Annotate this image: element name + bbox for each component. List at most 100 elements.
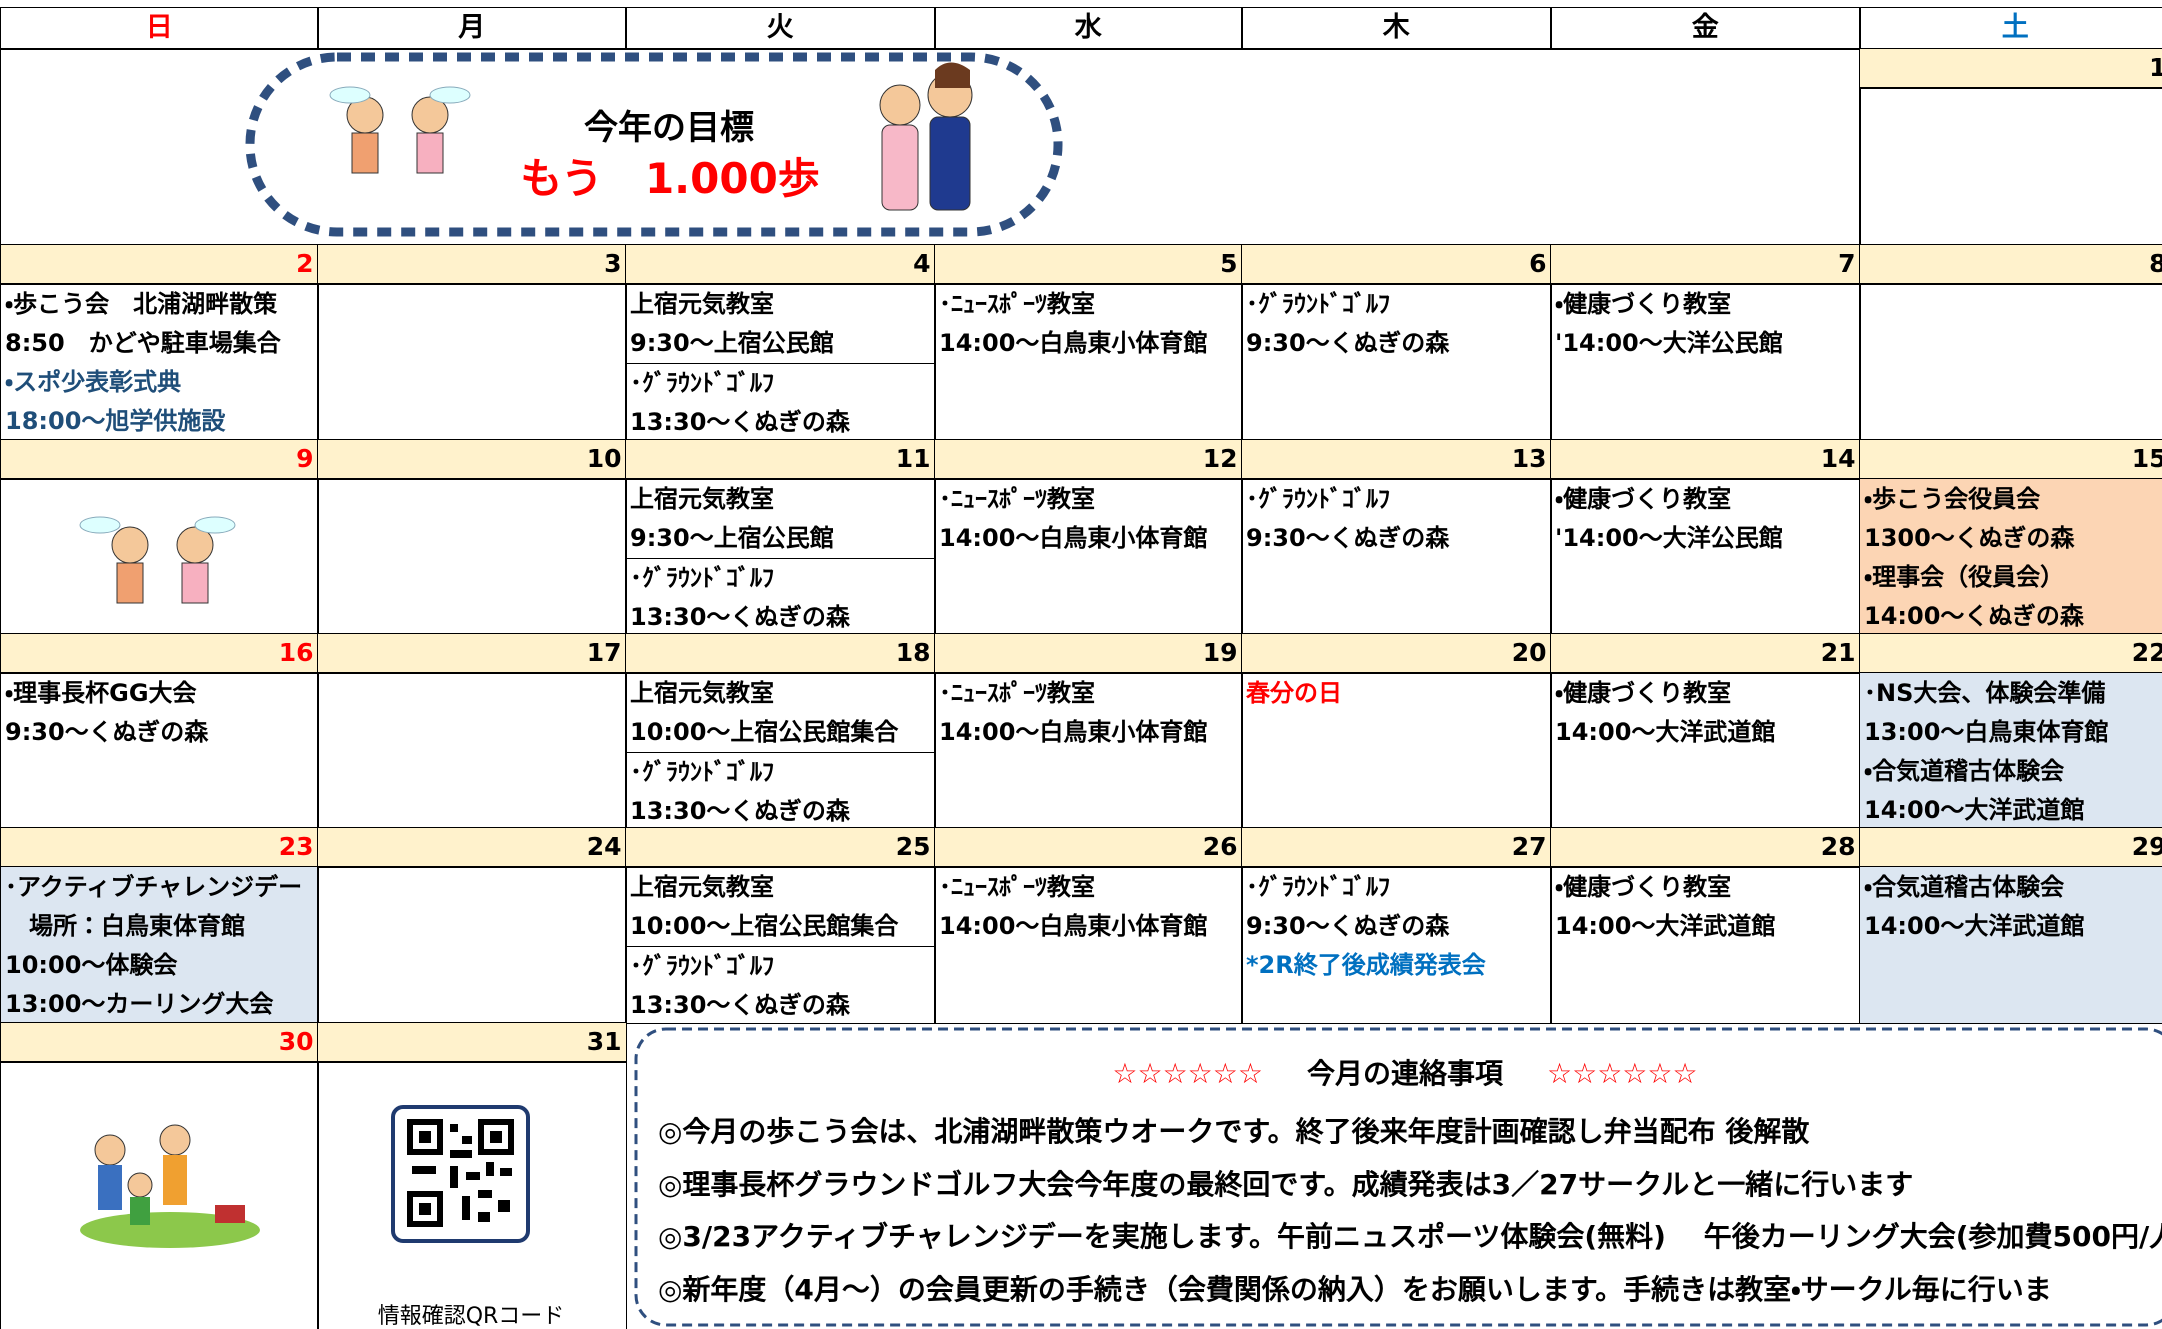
walkers-illustration [329,86,471,174]
event-line: 14:00～大洋武道館 [1555,912,1776,940]
event-line: ・合気道稽古体験会 [1864,873,2065,901]
date-number: 12 [934,439,1243,480]
day-cell: ・健康づくり教室 14:00～大洋武道館 [1550,866,1861,1024]
day-cell: ･ﾆｭｰｽﾎﾟｰﾂ教室 14:00～白鳥東小体育館 [934,478,1243,636]
event-line: ･ﾆｭｰｽﾎﾟｰﾂ教室 [939,679,1095,707]
event-line: ・健康づくり教室 [1555,485,1732,513]
event-line: ･ﾆｭｰｽﾎﾟｰﾂ教室 [939,485,1095,513]
event-line: ･アクティブチャレンジデー [5,873,303,901]
event-line: 上宿元気教室 [630,290,774,318]
weekday-header: 水 [934,7,1243,50]
day-cell [0,478,319,636]
walkers-illustration [79,516,236,604]
day-cell: ・健康づくり教室 '14:00～大洋公民館 [1550,478,1861,636]
event-line: 8:50 かどや駐車場集合 [5,329,281,357]
date-number: 4 [625,244,936,285]
event-line: 9:30～くぬぎの森 [5,718,209,746]
exercise-illustration [80,1124,260,1248]
day-cell: ・合気道稽古体験会 14:00～大洋武道館 [1859,866,2162,1024]
day-cell: ･NS大会、体験会準備 13:00～白鳥東体育館 ・合気道稽古体験会 14:00～大洋… [1859,672,2162,830]
date-number: 6 [1241,244,1552,285]
notice-line: ◎3/23アクティブチャレンジデーを実施します。午前ニュスポーツ体験会(無料) … [658,1220,2162,1253]
qr-code [391,1105,530,1243]
date-number: 31 [317,1022,627,1063]
banner-heading: 今年の目標 [584,108,754,148]
event-line: ･ｸﾞﾗｳﾝﾄﾞｺﾞﾙﾌ [630,369,774,397]
notice-frame [634,1027,2162,1327]
event-line: 13:00～白鳥東体育館 [1864,718,2109,746]
notice-title: ☆☆☆☆☆☆ 今月の連絡事項 ☆☆☆☆☆☆ [640,1052,2162,1092]
day-cell: ･ﾆｭｰｽﾎﾟｰﾂ教室 14:00～白鳥東小体育館 [934,283,1243,441]
event-line: 上宿元気教室 [630,485,774,513]
event-line: ･NS大会、体験会準備 [1864,679,2106,707]
event-line: 18:00～旭学供施設 [5,407,226,435]
weekday-header: 土 [1859,7,2162,50]
weekday-header: 日 [0,7,319,50]
event-line: 13:30～くぬぎの森 [630,797,850,825]
banner-goal: もう 1.000歩 [520,154,820,203]
qr-caption: 情報確認QRコード [377,1304,565,1329]
day-cell: ・健康づくり教室 14:00～大洋武道館 [1550,672,1861,830]
day-cell: ･アクティブチャレンジデー 場所：白鳥東体育館 10:00～体験会 13:00～カー… [0,866,319,1024]
goal-banner-cell [0,48,1861,246]
notice-line: ◎理事長杯グラウンドゴルフ大会今年度の最終回です。成績発表は3／27サークルと一… [658,1167,1914,1201]
date-number: 29 [1859,827,2162,868]
event-line: ･ｸﾞﾗｳﾝﾄﾞｺﾞﾙﾌ [630,758,774,786]
weekday-header: 火 [625,7,936,50]
date-number: 10 [317,439,627,480]
date-number: 9 [0,439,319,480]
date-number: 13 [1241,439,1552,480]
date-number: 24 [317,827,627,868]
event-line: '14:00～大洋公民館 [1555,329,1783,357]
day-cell: ･ﾆｭｰｽﾎﾟｰﾂ教室 14:00～白鳥東小体育館 [934,866,1243,1024]
event-line: ・健康づくり教室 [1555,679,1732,707]
event-line: 13:30～くぬぎの森 [630,991,850,1019]
notice-line: ◎今月の歩こう会は、北浦湖畔散策ウオークです。終了後来年度計画確認し弁当配布 後… [658,1115,1810,1148]
date-number: 7 [1550,244,1861,285]
event-line: 13:00～カーリング大会 [5,990,274,1018]
event-line: ･ｸﾞﾗｳﾝﾄﾞｺﾞﾙﾌ [630,952,774,980]
day-cell: ･ﾆｭｰｽﾎﾟｰﾂ教室 14:00～白鳥東小体育館 [934,672,1243,830]
event-line: 10:00～体験会 [5,951,178,979]
date-number: 18 [625,633,936,674]
event-line: 14:00～白鳥東小体育館 [939,524,1208,552]
event-line: 13:30～くぬぎの森 [630,603,850,631]
weekday-header: 金 [1550,7,1861,50]
day-cell [1859,283,2162,441]
date-number: 20 [1241,633,1552,674]
date-number: 30 [0,1022,319,1063]
date-number: 11 [625,439,936,480]
date-number: 21 [1550,633,1861,674]
day-cell: 上宿元気教室 10:00～上宿公民館集合 ･ｸﾞﾗｳﾝﾄﾞｺﾞﾙﾌ 13:30～くぬぎ… [625,866,936,1024]
date-number: 26 [934,827,1243,868]
event-line: 14:00～大洋武道館 [1864,796,2085,824]
event-line: ・歩こう会役員会 [1864,485,2041,513]
date-number: 23 [0,827,319,868]
notice-title-part: 今月の連絡事項 [1306,1057,1503,1090]
day-cell: ・歩こう会役員会 1300～くぬぎの森 ・理事会（役員会） 14:00～くぬぎの森 [1859,478,2162,636]
day-cell: ・歩こう会 北浦湖畔散策 8:50 かどや駐車場集合 ・スポ少表彰式典 18:00～… [0,283,319,441]
event-line: 9:30～くぬぎの森 [1246,912,1450,940]
event-line: 14:00～大洋武道館 [1555,718,1776,746]
date-number: 15 [1859,439,2162,480]
day-cell: ･ｸﾞﾗｳﾝﾄﾞｺﾞﾙﾌ 9:30～くぬぎの森 [1241,478,1552,636]
notice-title-part: ☆☆☆☆☆☆ [1547,1057,1698,1090]
date-number: 28 [1550,827,1861,868]
event-line: ・合気道稽古体験会 [1864,757,2065,785]
event-line: 春分の日 [1246,679,1342,707]
event-line: *2R終了後成績発表会 [1246,951,1486,979]
event-line: ・歩こう会 北浦湖畔散策 [5,290,278,318]
day-cell [317,478,627,636]
day-cell [317,866,627,1024]
event-line: 14:00～くぬぎの森 [1864,602,2084,630]
event-line: 14:00～白鳥東小体育館 [939,718,1208,746]
event-line: ･ｸﾞﾗｳﾝﾄﾞｺﾞﾙﾌ [1246,485,1390,513]
date-number: 25 [625,827,936,868]
event-line: 14:00～白鳥東小体育館 [939,912,1208,940]
date-number: 5 [934,244,1243,285]
day-cell: ・理事長杯GG大会 9:30～くぬぎの森 [0,672,319,830]
couple-illustration [879,62,973,211]
day-cell: ･ｸﾞﾗｳﾝﾄﾞｺﾞﾙﾌ 9:30～くぬぎの森 *2R終了後成績発表会 [1241,866,1552,1024]
